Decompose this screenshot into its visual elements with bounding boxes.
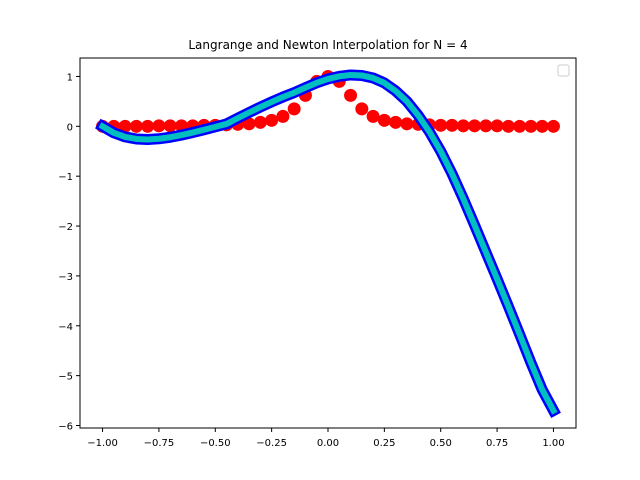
data-point-red [152,119,166,133]
y-tick-label: −5 [58,372,73,383]
series-cyan-line [98,71,558,415]
data-point-red [344,88,358,102]
x-tick-label: 0.00 [317,438,339,449]
data-point-red [513,119,527,133]
data-point-red [276,109,290,123]
data-point-red [355,102,369,116]
x-tick-label: 1.00 [542,438,564,449]
x-tick-label: −0.25 [256,438,287,449]
x-tick-label: −0.50 [200,438,231,449]
data-point-red [445,118,459,132]
data-point-red [479,119,493,133]
y-tick-label: −6 [58,422,73,433]
x-tick-label: 0.25 [373,438,395,449]
legend-box [557,64,570,77]
data-point-red [366,109,380,123]
data-point-red [490,119,504,133]
series-layer [95,69,561,418]
data-point-red [434,118,448,132]
y-tick-label: −2 [58,222,73,233]
data-point-red [389,115,403,129]
data-point-red [287,102,301,116]
x-tick-label: −0.75 [144,438,175,449]
x-tick-label: 0.75 [486,438,508,449]
data-point-red [163,119,177,133]
x-tick-label: −1.00 [87,438,118,449]
x-axis: −1.00 −0.75 −0.50 −0.25 0.00 0.25 0.50 0.75 1.00 [87,428,565,449]
y-tick-label: −3 [58,272,73,283]
x-tick-label: 0.50 [430,438,452,449]
data-point-red [253,115,267,129]
y-tick-label: 1 [67,72,73,83]
plot-area: −1.00 −0.75 −0.50 −0.25 0.00 0.25 0.50 0.75 1.00… [58,57,577,449]
data-point-red [265,113,279,127]
y-tick-label: −1 [58,172,73,183]
data-point-red [141,119,155,133]
data-point-red [377,113,391,127]
data-point-red [535,119,549,133]
data-point-red [129,119,143,133]
data-point-red [456,119,470,133]
y-tick-label: 0 [67,122,73,133]
chart-title: Langrange and Newton Interpolation for N… [188,38,467,52]
data-point-red [400,117,414,131]
data-point-red [501,119,515,133]
y-tick-label: −4 [58,322,73,333]
data-point-red [546,119,560,133]
data-point-red [468,119,482,133]
y-axis: 1 0 −1 −2 −3 −4 −5 −6 [58,72,80,433]
data-point-red [524,119,538,133]
